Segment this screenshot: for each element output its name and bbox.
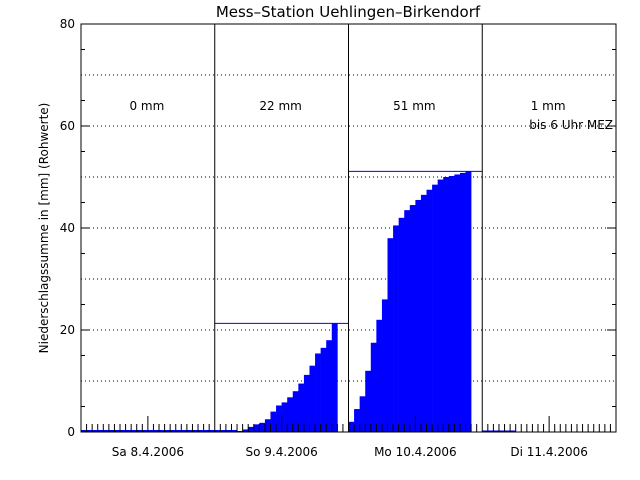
x-tick-label: Mo 10.4.2006 (374, 445, 457, 459)
y-tick-labels: 0 20 40 60 80 (60, 17, 75, 439)
data-bar (493, 430, 500, 432)
data-bar (192, 430, 199, 432)
x-tick-labels: Sa 8.4.2006 So 9.4.2006 Mo 10.4.2006 Di 11.… (112, 445, 588, 459)
data-bar (281, 402, 288, 432)
data-bar (309, 365, 316, 432)
data-bar (170, 430, 177, 432)
data-bar (131, 430, 138, 432)
data-bar (504, 430, 511, 432)
y-tick-label: 0 (67, 425, 75, 439)
data-bar (443, 177, 450, 432)
data-bar (326, 340, 333, 432)
chart-title: Mess–Station Uehlingen–Birkendorf (216, 3, 481, 21)
day-dividers (214, 24, 483, 432)
data-bar (415, 199, 422, 432)
y-tick-label: 80 (60, 17, 75, 31)
data-bar (159, 430, 165, 432)
data-bar (142, 430, 149, 432)
data-bar (320, 347, 327, 432)
data-bar (136, 430, 143, 432)
y-axis-label: Niederschlagssumme in [mm] (Rohwerte) (37, 103, 51, 354)
data-bar (86, 430, 93, 432)
data-bar (125, 430, 132, 432)
data-bar (237, 430, 243, 432)
data-bar (298, 383, 305, 432)
data-bar (432, 184, 438, 432)
data-bar (393, 225, 399, 432)
data-bar (242, 429, 249, 432)
data-bar (103, 430, 110, 432)
data-bar (398, 217, 405, 432)
data-bar (498, 430, 505, 432)
data-bar (186, 430, 193, 432)
day-total-label: 22 mm (259, 99, 301, 113)
data-bar (359, 396, 366, 432)
data-bar (315, 353, 321, 432)
data-bar (420, 194, 427, 432)
data-bar (303, 374, 310, 432)
data-bar (108, 430, 115, 432)
data-bar (259, 422, 266, 432)
data-bar (270, 411, 277, 432)
day-total-label: 1 mm (531, 99, 566, 113)
data-bar (454, 174, 461, 432)
y-tick-label: 40 (60, 221, 75, 235)
data-bar (248, 426, 255, 432)
data-bar (354, 409, 360, 432)
y-tick-label: 20 (60, 323, 75, 337)
data-bar (214, 430, 221, 432)
data-bar (376, 319, 383, 432)
data-bar (437, 179, 444, 432)
data-bar (92, 430, 99, 432)
data-bar (175, 430, 182, 432)
data-bar (231, 430, 238, 432)
data-bar (276, 405, 282, 432)
data-bar (510, 430, 516, 432)
total-lines (214, 170, 483, 324)
day-total-label: 0 mm (129, 99, 164, 113)
plot-frame (80, 23, 617, 433)
data-bar (487, 430, 494, 432)
data-bar (209, 430, 216, 432)
data-bar (426, 189, 433, 432)
data-bar (181, 430, 188, 432)
x-tick-label: Di 11.4.2006 (510, 445, 587, 459)
data-bar (120, 430, 126, 432)
data-bar (459, 172, 466, 433)
data-bar (253, 424, 260, 432)
data-bar (331, 323, 338, 432)
x-tick-label: So 9.4.2006 (246, 445, 318, 459)
data-bar (348, 421, 355, 432)
data-bar (264, 419, 271, 432)
bars-group (81, 171, 516, 433)
y-tick-label: 60 (60, 119, 75, 133)
data-bar (404, 210, 411, 432)
data-bar (387, 238, 394, 432)
day-note-label: bis 6 Uhr MEZ (529, 118, 613, 132)
data-bar (114, 430, 121, 432)
data-bar (97, 430, 104, 432)
data-bar (225, 430, 232, 432)
data-bar (203, 430, 210, 432)
data-bar (465, 171, 472, 432)
data-bar (365, 370, 372, 432)
day-total-label: 51 mm (393, 99, 435, 113)
data-bar (198, 430, 204, 432)
data-bar (153, 430, 160, 432)
data-bar (292, 391, 299, 432)
x-tick-label: Sa 8.4.2006 (112, 445, 184, 459)
data-bar (220, 430, 227, 432)
data-bar (147, 430, 154, 432)
data-bar (482, 430, 489, 432)
day-annotations: 0 mm 22 mm 51 mm 1 mm bis 6 Uhr MEZ (129, 99, 613, 132)
data-bar (448, 175, 455, 433)
data-bar (370, 342, 377, 432)
data-bar (381, 299, 388, 432)
data-bar (409, 205, 416, 432)
data-bar (164, 430, 171, 432)
data-bar (287, 397, 294, 432)
data-bar (81, 430, 87, 432)
